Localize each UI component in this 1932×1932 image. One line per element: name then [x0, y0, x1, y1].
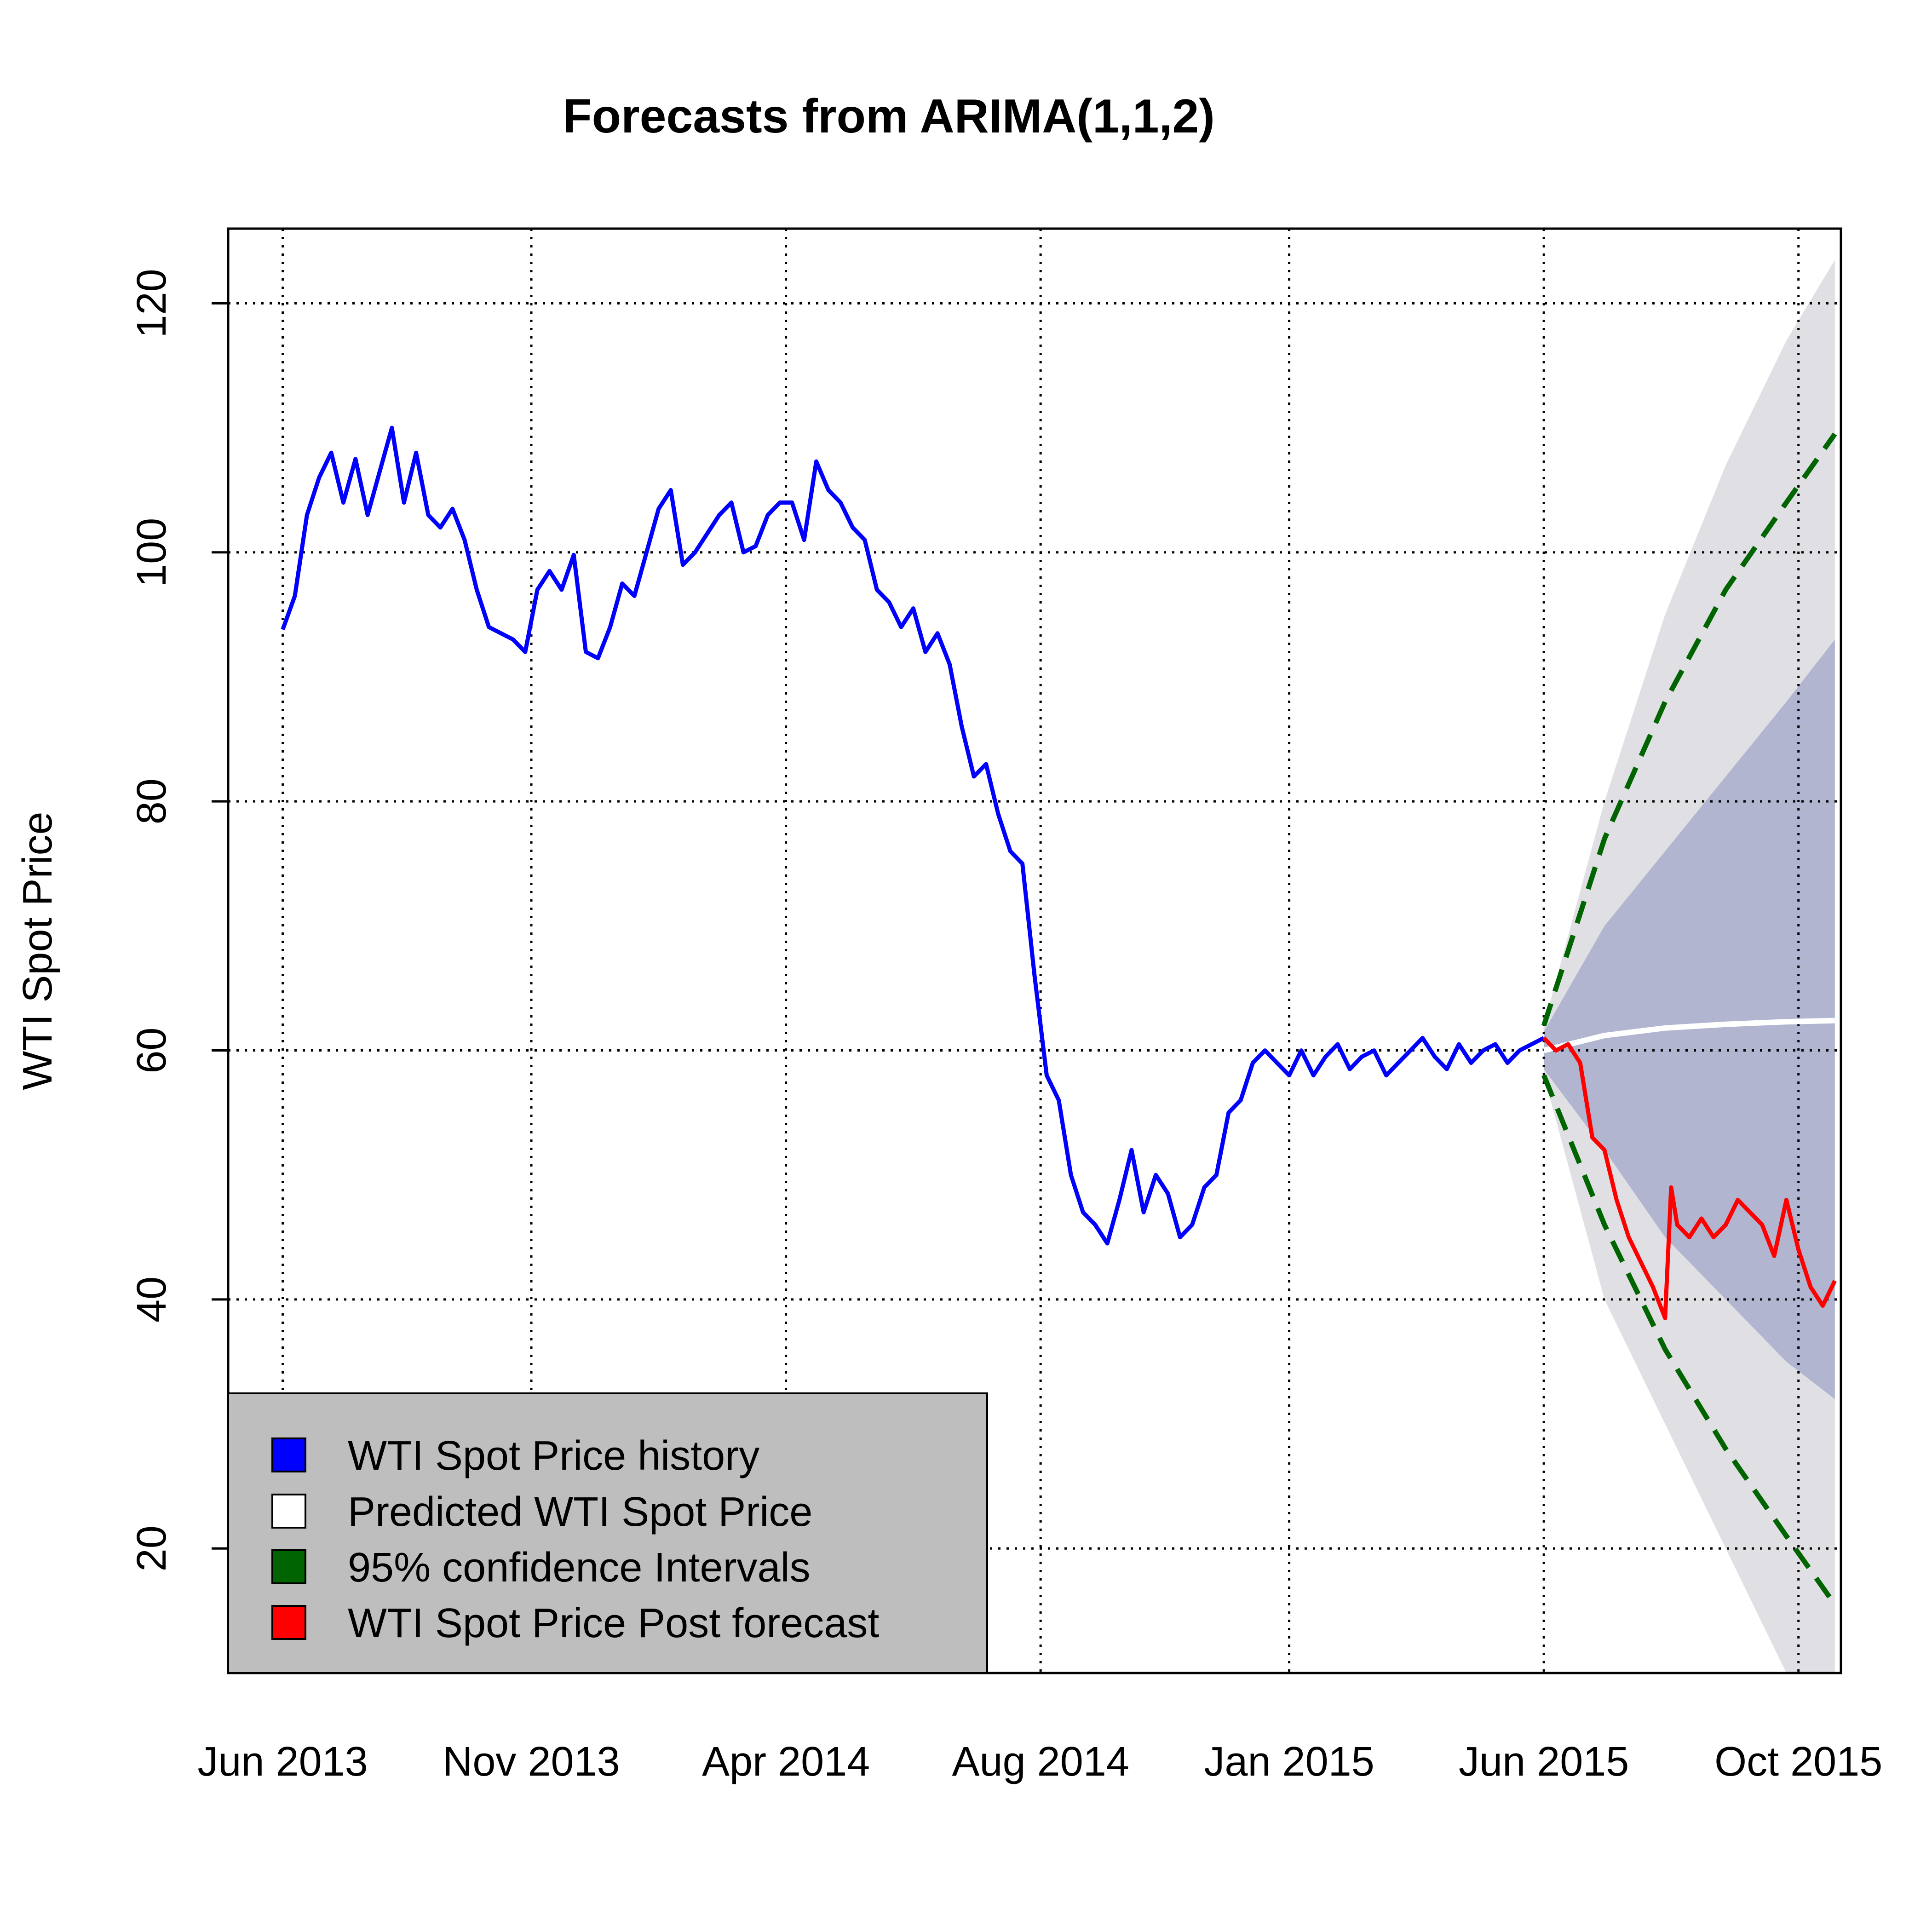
legend: WTI Spot Price history Predicted WTI Spot… — [227, 1392, 988, 1674]
y-tick-label: 20 — [129, 1525, 175, 1571]
predicted-line — [1543, 1018, 1835, 1053]
legend-swatch — [271, 1438, 306, 1472]
y-axis: 20 40 60 80 100 120 — [129, 269, 228, 1571]
legend-swatch — [271, 1549, 306, 1584]
y-tick-label: 80 — [129, 778, 175, 824]
series-post-forecast-line — [1542, 1036, 1837, 1320]
forecast-bands — [1544, 259, 1835, 1673]
x-tick-label: Jun 2015 — [1459, 1739, 1629, 1785]
legend-label: WTI Spot Price Post forecast — [348, 1600, 879, 1646]
x-tick-label: Jan 2015 — [1204, 1739, 1374, 1785]
legend-label: WTI Spot Price history — [348, 1433, 759, 1479]
band-80-fill — [1544, 639, 1835, 1399]
x-tick-label: Apr 2014 — [702, 1739, 870, 1785]
y-tick-label: 60 — [129, 1028, 175, 1074]
legend-swatch — [271, 1494, 306, 1529]
y-axis-label: WTI Spot Price — [15, 811, 61, 1090]
x-axis: Jun 2013 Nov 2013 Apr 2014 Aug 2014 Jan 2015… — [197, 1739, 1882, 1785]
grid-lines — [228, 229, 1841, 1673]
y-tick-label: 120 — [129, 269, 175, 338]
x-tick-label: Oct 2015 — [1714, 1739, 1882, 1785]
y-tick-label: 40 — [129, 1276, 175, 1322]
series-lines — [281, 426, 1837, 1606]
ci95-upper-line — [1541, 432, 1837, 1027]
x-tick-label: Jun 2013 — [197, 1739, 368, 1785]
legend-label: 95% confidence Intervals — [348, 1545, 811, 1591]
legend-label: Predicted WTI Spot Price — [348, 1489, 812, 1535]
x-tick-label: Nov 2013 — [443, 1739, 620, 1785]
y-tick-label: 100 — [129, 518, 175, 587]
series-history-line — [281, 426, 1545, 1246]
chart-title: Forecasts from ARIMA(1,1,2) — [563, 90, 1215, 143]
x-tick-label: Aug 2014 — [952, 1739, 1129, 1785]
legend-swatch — [271, 1605, 306, 1640]
legend-box — [227, 1392, 988, 1674]
plot-frame — [227, 227, 1842, 1674]
